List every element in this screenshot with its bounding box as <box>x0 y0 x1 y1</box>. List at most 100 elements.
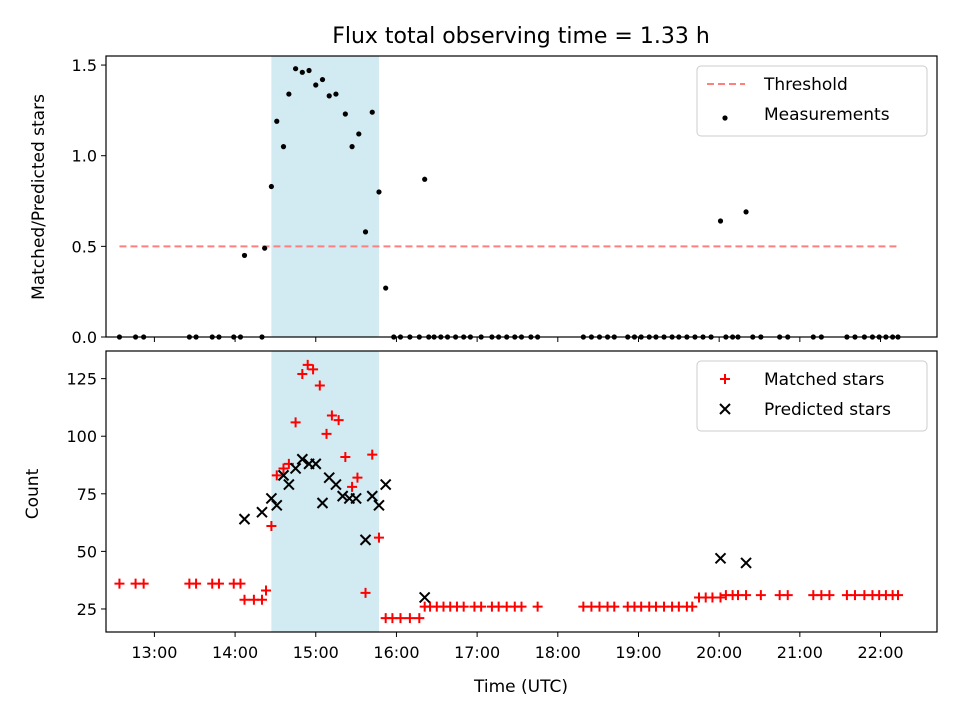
data-point <box>306 67 312 74</box>
legend-label: Threshold <box>763 75 848 95</box>
data-point <box>516 601 527 612</box>
data-point <box>261 585 272 596</box>
x-axis-label: Time (UTC) <box>473 677 568 697</box>
data-point <box>271 470 282 481</box>
data-point <box>319 76 326 83</box>
x-tick-label: 19:00 <box>615 643 661 662</box>
data-point <box>342 111 348 117</box>
data-point <box>373 499 385 512</box>
x-tick-label: 20:00 <box>696 643 742 662</box>
data-point <box>418 591 431 604</box>
legend-box <box>696 360 928 432</box>
data-point <box>373 532 384 543</box>
highlight-span <box>271 351 379 632</box>
data-point <box>333 91 339 97</box>
data-point <box>266 521 277 532</box>
data-point <box>283 478 295 491</box>
data-point <box>292 66 299 72</box>
data-point <box>297 369 308 380</box>
data-point <box>782 590 793 601</box>
data-point <box>422 176 428 182</box>
data-point <box>352 472 363 483</box>
data-point <box>476 601 487 612</box>
data-point <box>893 590 904 601</box>
data-point <box>333 415 344 426</box>
data-point <box>379 478 392 491</box>
x-tick-label: 17:00 <box>454 643 500 662</box>
y-tick-label: 50 <box>77 542 97 561</box>
data-point <box>308 364 319 375</box>
data-point <box>340 451 351 462</box>
data-point <box>286 91 292 97</box>
legend-label: Measurements <box>764 105 890 125</box>
y-tick-label: 75 <box>77 485 97 504</box>
legend-label: Matched stars <box>764 370 884 390</box>
data-point <box>350 492 362 505</box>
data-point <box>741 590 752 601</box>
data-point <box>241 252 248 259</box>
data-point <box>289 462 302 475</box>
data-point <box>191 578 202 589</box>
data-point <box>326 93 332 99</box>
data-point <box>366 490 378 502</box>
data-point <box>849 590 860 601</box>
y-tick-label: 125 <box>66 370 97 389</box>
axes-frame <box>105 55 938 338</box>
data-point <box>330 478 342 491</box>
data-point <box>383 285 389 291</box>
data-point <box>256 506 268 518</box>
highlight-span <box>271 56 379 337</box>
y-tick-label: 100 <box>66 427 97 446</box>
chart-title: Flux total observing time = 1.33 h <box>332 24 710 49</box>
data-point <box>336 490 349 502</box>
data-point <box>356 131 362 137</box>
data-point <box>743 209 749 215</box>
data-point <box>715 592 726 603</box>
data-point <box>376 189 382 195</box>
data-point <box>271 499 283 512</box>
data-point <box>235 578 246 589</box>
data-point <box>296 453 309 465</box>
data-point <box>310 458 322 470</box>
data-point <box>213 578 224 589</box>
data-point <box>256 594 267 605</box>
data-point <box>277 469 290 482</box>
data-point <box>302 359 313 370</box>
top-y-axis-label: Matched/Predicted stars <box>29 94 49 300</box>
bottom-y-axis-label: Count <box>23 468 43 519</box>
y-tick-label: 1.5 <box>72 56 97 75</box>
data-point <box>326 410 337 421</box>
data-point <box>313 82 319 88</box>
data-point <box>299 69 305 75</box>
data-point <box>265 492 278 505</box>
data-point <box>349 144 355 150</box>
y-tick-label: 0.0 <box>72 328 97 347</box>
data-point <box>367 449 378 460</box>
data-point <box>114 578 125 589</box>
x-tick-label: 21:00 <box>777 643 823 662</box>
data-point <box>609 601 620 612</box>
legend-swatch <box>719 403 731 415</box>
y-tick-label: 25 <box>77 600 97 619</box>
data-point <box>262 245 268 251</box>
data-point <box>532 601 543 612</box>
data-point <box>274 118 280 124</box>
legend-box <box>696 65 928 137</box>
data-point <box>138 578 149 589</box>
data-point <box>278 463 289 474</box>
data-point <box>404 613 415 624</box>
data-point <box>740 557 752 569</box>
data-point <box>717 218 724 224</box>
data-point <box>687 601 698 612</box>
data-point <box>414 613 425 624</box>
legend-swatch <box>722 115 728 121</box>
data-point <box>362 229 369 235</box>
data-point <box>316 497 329 509</box>
legend-swatch <box>720 374 730 384</box>
data-point <box>290 417 301 428</box>
top-panel: 0.0 0.5 1.0 1.5 Threshold Measurements <box>72 55 938 347</box>
x-tick-label: 13:00 <box>131 643 177 662</box>
x-tick-label: 14:00 <box>212 643 258 662</box>
data-point <box>280 144 287 150</box>
data-point <box>824 590 835 601</box>
